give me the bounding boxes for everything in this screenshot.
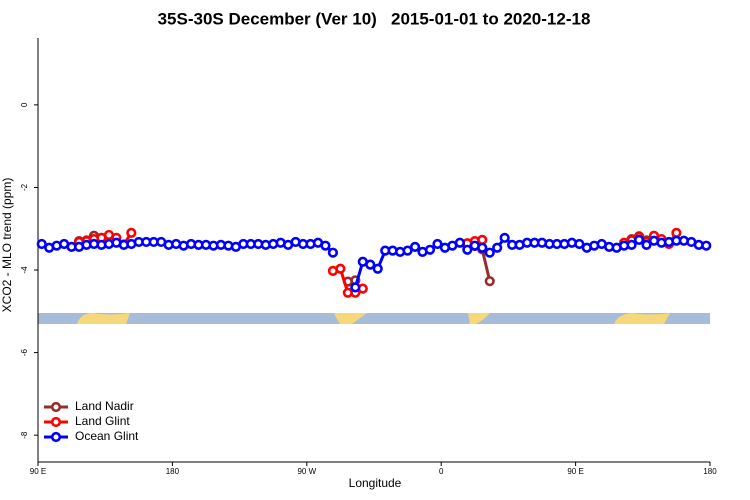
point [335, 263, 346, 274]
point [320, 240, 331, 251]
point [484, 247, 495, 258]
x-tick-label: 90 E [30, 467, 46, 476]
point [484, 276, 495, 287]
point [424, 244, 436, 255]
point [462, 244, 473, 255]
x-tick-label: 90 E [567, 467, 583, 476]
x-tick-label: 180 [703, 467, 717, 476]
x-axis-title: Longitude [349, 476, 402, 490]
point [402, 245, 413, 256]
x-tick-label: 180 [166, 467, 180, 476]
point [454, 237, 465, 248]
point [372, 263, 383, 274]
point [626, 239, 637, 250]
y-axis-title: XCO2 - MLO trend (ppm) [0, 178, 14, 313]
y-tick-label: 0 [20, 102, 29, 107]
point [701, 240, 712, 251]
point [477, 234, 488, 245]
point [36, 238, 47, 250]
legend-label: Ocean Glint [75, 429, 139, 443]
point [409, 241, 421, 253]
point [492, 242, 503, 253]
point [477, 242, 488, 253]
y-tick-label: -8 [20, 431, 29, 439]
point [574, 238, 585, 250]
x-tick-label: 90 W [297, 467, 316, 476]
x-tick-label: 0 [439, 467, 444, 476]
legend-swatch-point [50, 431, 62, 443]
chart-title: 35S-30S December (Ver 10) 2015-01-01 to … [158, 9, 591, 28]
point [633, 234, 645, 245]
land-mask [38, 313, 710, 324]
y-tick-label: -6 [20, 348, 29, 356]
point [350, 282, 361, 293]
point [432, 238, 443, 250]
y-tick-label: -4 [20, 266, 29, 274]
legend-swatch-point [50, 416, 62, 428]
point [499, 232, 510, 243]
point [641, 239, 652, 250]
legend-label: Land Nadir [75, 399, 134, 413]
point [327, 247, 339, 258]
point [365, 259, 376, 270]
legend-label: Land Glint [75, 414, 130, 428]
legend-swatch-point [50, 401, 62, 413]
point [671, 227, 682, 238]
point [126, 227, 137, 238]
y-tick-label: -2 [20, 183, 29, 191]
